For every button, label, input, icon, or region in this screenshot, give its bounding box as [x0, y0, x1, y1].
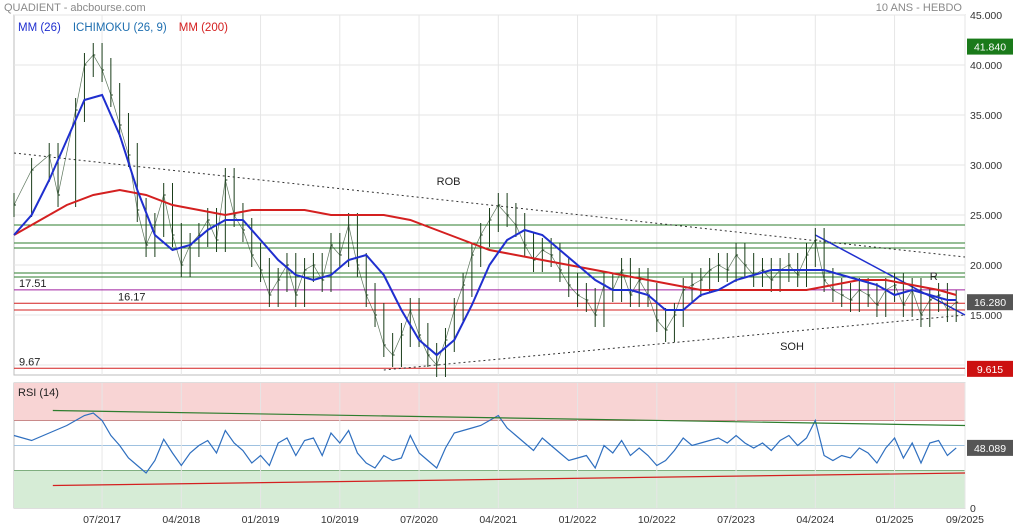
- mm26-line: [13, 93, 957, 357]
- annotation-rob: ROB: [437, 176, 461, 188]
- y-tick-label: 45.000: [970, 10, 1002, 22]
- rsi-badge: 48.089: [974, 443, 1006, 455]
- x-tick-label: 04/2021: [479, 514, 517, 526]
- price-badge: 41.840: [974, 42, 1006, 54]
- level-label: 17.51: [19, 278, 47, 290]
- indicator-legend: MM (26) ICHIMOKU (26, 9) MM (200): [18, 22, 228, 34]
- y-tick-label: 25.000: [970, 210, 1002, 222]
- x-tick-label: 01/2019: [242, 514, 280, 526]
- legend-item-mm200[interactable]: MM (200): [178, 22, 228, 34]
- price-badge-bg: [967, 38, 1013, 55]
- chart-source-label: QUADIENT - abcbourse.com: [4, 2, 146, 14]
- y-tick-label: 15.000: [970, 310, 1002, 322]
- chart-period-label: 10 ANS - HEBDO: [875, 2, 962, 14]
- level-label: 9.67: [19, 356, 40, 368]
- main-panel-frame: [13, 14, 966, 376]
- annotation-soh: SOH: [780, 341, 804, 353]
- legend-item-ichimoku[interactable]: ICHIMOKU (26, 9): [72, 22, 167, 34]
- y-tick-label: 30.000: [970, 160, 1002, 172]
- price-badge-bg: [967, 360, 1013, 377]
- rsi-title: RSI (14): [18, 387, 59, 399]
- price-badge: 9.615: [977, 364, 1003, 376]
- x-tick-label: 09/2025: [946, 514, 984, 526]
- annotation-r: R: [930, 271, 938, 283]
- y-tick-label: 20.000: [970, 260, 1002, 272]
- x-tick-label: 10/2019: [321, 514, 359, 526]
- x-tick-label: 07/2017: [83, 514, 121, 526]
- x-tick-label: 04/2024: [796, 514, 834, 526]
- y-tick-label: 40.000: [970, 60, 1002, 72]
- x-tick-label: 04/2018: [162, 514, 200, 526]
- rsi-trendline-green: [52, 409, 966, 427]
- x-tick-label: 07/2023: [717, 514, 755, 526]
- rsi-badge-bg: [967, 439, 1013, 456]
- rsi-line: [13, 412, 957, 474]
- price-badge-bg: [967, 294, 1013, 311]
- rsi-overbought-zone: [14, 383, 965, 421]
- x-tick-label: 07/2020: [400, 514, 438, 526]
- x-tick-label: 10/2022: [638, 514, 676, 526]
- price-badge: 16.280: [974, 297, 1006, 309]
- mm200-line: [13, 188, 957, 296]
- rsi-oversold-zone: [14, 470, 965, 508]
- rsi-y-tick-label: 0: [970, 503, 976, 515]
- x-tick-label: 01/2022: [559, 514, 597, 526]
- rsi-trendline-red: [52, 472, 966, 487]
- trendline-r: [814, 234, 966, 316]
- x-tick-label: 01/2025: [876, 514, 914, 526]
- trendline-soh: [383, 314, 966, 371]
- legend-item-mm26[interactable]: MM (26): [18, 22, 61, 34]
- level-label: 16.17: [118, 291, 146, 303]
- y-tick-label: 35.000: [970, 110, 1002, 122]
